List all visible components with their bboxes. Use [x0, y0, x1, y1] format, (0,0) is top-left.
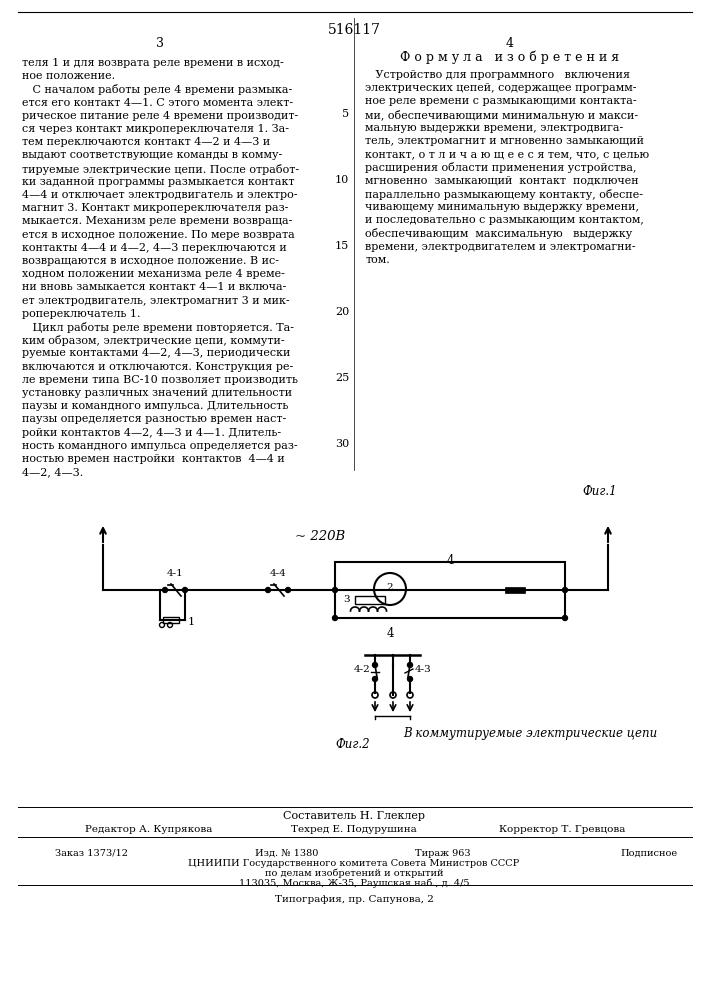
Text: ни вновь замыкается контакт 4—1 и включа-: ни вновь замыкается контакт 4—1 и включа… — [22, 282, 286, 292]
Text: 4: 4 — [446, 554, 454, 567]
Bar — [163, 617, 178, 623]
Text: ностью времен настройки  контактов  4—4 и: ностью времен настройки контактов 4—4 и — [22, 454, 285, 464]
Text: Составитель Н. Глеклер: Составитель Н. Глеклер — [283, 811, 425, 821]
Text: Техред Е. Подурушина: Техред Е. Подурушина — [291, 825, 417, 834]
Text: Цикл работы реле времени повторяется. Та-: Цикл работы реле времени повторяется. Та… — [22, 322, 294, 333]
Text: Подписное: Подписное — [620, 849, 677, 858]
Text: Фиг.2: Фиг.2 — [335, 738, 370, 751]
Circle shape — [286, 587, 291, 592]
Text: ное реле времени с размыкающими контакта-: ное реле времени с размыкающими контакта… — [365, 96, 636, 106]
Text: В коммутируемые электрические цепи: В коммутируемые электрические цепи — [403, 727, 658, 740]
Text: мальную выдержки времени, электродвига-: мальную выдержки времени, электродвига- — [365, 123, 624, 133]
Circle shape — [563, 587, 568, 592]
Text: Фиг.1: Фиг.1 — [583, 485, 617, 498]
Text: 3: 3 — [156, 37, 164, 50]
Text: параллельно размыкающему контакту, обеспе-: параллельно размыкающему контакту, обесп… — [365, 189, 643, 200]
Text: Тираж 963: Тираж 963 — [415, 849, 471, 858]
Text: расширения области применения устройства,: расширения области применения устройства… — [365, 162, 636, 173]
Circle shape — [332, 587, 337, 592]
Text: Ф о р м у л а   и з о б р е т е н и я: Ф о р м у л а и з о б р е т е н и я — [400, 50, 619, 64]
Text: ройки контактов 4—2, 4—3 и 4—1. Длитель-: ройки контактов 4—2, 4—3 и 4—1. Длитель- — [22, 428, 281, 438]
Circle shape — [266, 587, 271, 592]
Circle shape — [407, 662, 412, 668]
Text: 20: 20 — [334, 307, 349, 317]
Text: чивающему минимальную выдержку времени,: чивающему минимальную выдержку времени, — [365, 202, 639, 212]
Text: ~ 220В: ~ 220В — [295, 530, 345, 543]
Text: Устройство для программного   включения: Устройство для программного включения — [365, 70, 630, 80]
Text: рическое питание реле 4 времени производит-: рическое питание реле 4 времени производ… — [22, 111, 298, 121]
Text: Заказ 1373/12: Заказ 1373/12 — [55, 849, 128, 858]
Text: ропереключатель 1.: ропереключатель 1. — [22, 309, 141, 319]
Text: 4: 4 — [506, 37, 514, 50]
Text: ходном положении механизма реле 4 време-: ходном положении механизма реле 4 време- — [22, 269, 285, 279]
Text: ки заданной программы размыкается контакт: ки заданной программы размыкается контак… — [22, 177, 295, 187]
Text: установку различных значений длительности: установку различных значений длительност… — [22, 388, 292, 398]
Text: 30: 30 — [334, 439, 349, 449]
Text: ется в исходное положение. По мере возврата: ется в исходное положение. По мере возвр… — [22, 230, 295, 240]
Text: 4-4: 4-4 — [269, 569, 286, 578]
Text: паузы и командного импульса. Длительность: паузы и командного импульса. Длительност… — [22, 401, 288, 411]
Text: 4-3: 4-3 — [415, 666, 432, 674]
Text: С началом работы реле 4 времени размыка-: С началом работы реле 4 времени размыка- — [22, 84, 292, 95]
Text: мгновенно  замыкающий  контакт  подключен: мгновенно замыкающий контакт подключен — [365, 176, 638, 186]
Text: ет электродвигатель, электромагнит 3 и мик-: ет электродвигатель, электромагнит 3 и м… — [22, 296, 290, 306]
Text: магнит 3. Контакт микропереключателя раз-: магнит 3. Контакт микропереключателя раз… — [22, 203, 288, 213]
Text: 25: 25 — [334, 373, 349, 383]
Text: тем переключаются контакт 4—2 и 4—3 и: тем переключаются контакт 4—2 и 4—3 и — [22, 137, 270, 147]
Text: и последовательно с размыкающим контактом,: и последовательно с размыкающим контакто… — [365, 215, 644, 225]
Text: 4: 4 — [386, 627, 394, 640]
Text: ми, обеспечивающими минимальную и макси-: ми, обеспечивающими минимальную и макси- — [365, 110, 638, 121]
Text: тель, электромагнит и мгновенно замыкающий: тель, электромагнит и мгновенно замыкающ… — [365, 136, 644, 146]
Text: Корректор Т. Гревцова: Корректор Т. Гревцова — [498, 825, 625, 834]
Text: ким образом, электрические цепи, коммути-: ким образом, электрические цепи, коммути… — [22, 335, 285, 346]
Text: 3: 3 — [344, 594, 350, 603]
Text: контакты 4—4 и 4—2, 4—3 переключаются и: контакты 4—4 и 4—2, 4—3 переключаются и — [22, 243, 287, 253]
Bar — [335, 562, 565, 618]
Text: 516117: 516117 — [327, 23, 380, 37]
Text: ся через контакт микропереключателя 1. За-: ся через контакт микропереключателя 1. З… — [22, 124, 289, 134]
Text: руемые контактами 4—2, 4—3, периодически: руемые контактами 4—2, 4—3, периодически — [22, 348, 291, 358]
Text: обеспечивающим  максимальную   выдержку: обеспечивающим максимальную выдержку — [365, 228, 632, 239]
Circle shape — [563, 615, 568, 620]
Text: 4-2: 4-2 — [354, 666, 370, 674]
Text: ется его контакт 4—1. С этого момента элект-: ется его контакт 4—1. С этого момента эл… — [22, 98, 293, 108]
Text: ное положение.: ное положение. — [22, 71, 115, 81]
Text: паузы определяется разностью времен наст-: паузы определяется разностью времен наст… — [22, 414, 286, 424]
Text: электрических цепей, содержащее программ-: электрических цепей, содержащее программ… — [365, 83, 636, 93]
Bar — [505, 587, 525, 593]
Text: контакт, о т л и ч а ю щ е е с я тем, что, с целью: контакт, о т л и ч а ю щ е е с я тем, чт… — [365, 149, 649, 159]
Circle shape — [332, 615, 337, 620]
Text: том.: том. — [365, 255, 390, 265]
Circle shape — [163, 587, 168, 592]
Text: включаются и отключаются. Конструкция ре-: включаются и отключаются. Конструкция ре… — [22, 362, 293, 372]
Text: мыкается. Механизм реле времени возвраща-: мыкается. Механизм реле времени возвраща… — [22, 216, 293, 226]
Text: 10: 10 — [334, 175, 349, 185]
Text: 5: 5 — [342, 109, 349, 119]
Circle shape — [407, 676, 412, 682]
Circle shape — [182, 587, 187, 592]
Circle shape — [373, 676, 378, 682]
Text: 4—4 и отключает электродвигатель и электро-: 4—4 и отключает электродвигатель и элект… — [22, 190, 298, 200]
Text: 15: 15 — [334, 241, 349, 251]
Text: Типография, пр. Сапунова, 2: Типография, пр. Сапунова, 2 — [274, 895, 433, 904]
Text: выдают соответствующие команды в комму-: выдают соответствующие команды в комму- — [22, 150, 282, 160]
Text: 4-1: 4-1 — [167, 569, 183, 578]
Text: Редактор А. Купрякова: Редактор А. Купрякова — [85, 825, 212, 834]
Text: возвращаются в исходное положение. В ис-: возвращаются в исходное положение. В ис- — [22, 256, 279, 266]
Text: ЦНИИПИ Государственного комитета Совета Министров СССР: ЦНИИПИ Государственного комитета Совета … — [188, 859, 520, 868]
Text: тируемые электрические цепи. После отработ-: тируемые электрические цепи. После отраб… — [22, 164, 299, 175]
Circle shape — [373, 662, 378, 668]
Bar — [355, 596, 385, 604]
Text: 113035, Москва, Ж-35, Раушская наб., д. 4/5: 113035, Москва, Ж-35, Раушская наб., д. … — [239, 879, 469, 888]
Text: ле времени типа ВС-10 позволяет производить: ле времени типа ВС-10 позволяет производ… — [22, 375, 298, 385]
Text: ность командного импульса определяется раз-: ность командного импульса определяется р… — [22, 441, 298, 451]
Text: по делам изобретений и открытий: по делам изобретений и открытий — [264, 869, 443, 879]
Text: 2: 2 — [387, 584, 393, 592]
Text: 4—2, 4—3.: 4—2, 4—3. — [22, 467, 83, 477]
Text: времени, электродвигателем и электромагни-: времени, электродвигателем и электромагн… — [365, 242, 636, 252]
Text: 1: 1 — [188, 617, 195, 627]
Text: теля 1 и для возврата реле времени в исход-: теля 1 и для возврата реле времени в исх… — [22, 58, 284, 68]
Text: Изд. № 1380: Изд. № 1380 — [255, 849, 318, 858]
